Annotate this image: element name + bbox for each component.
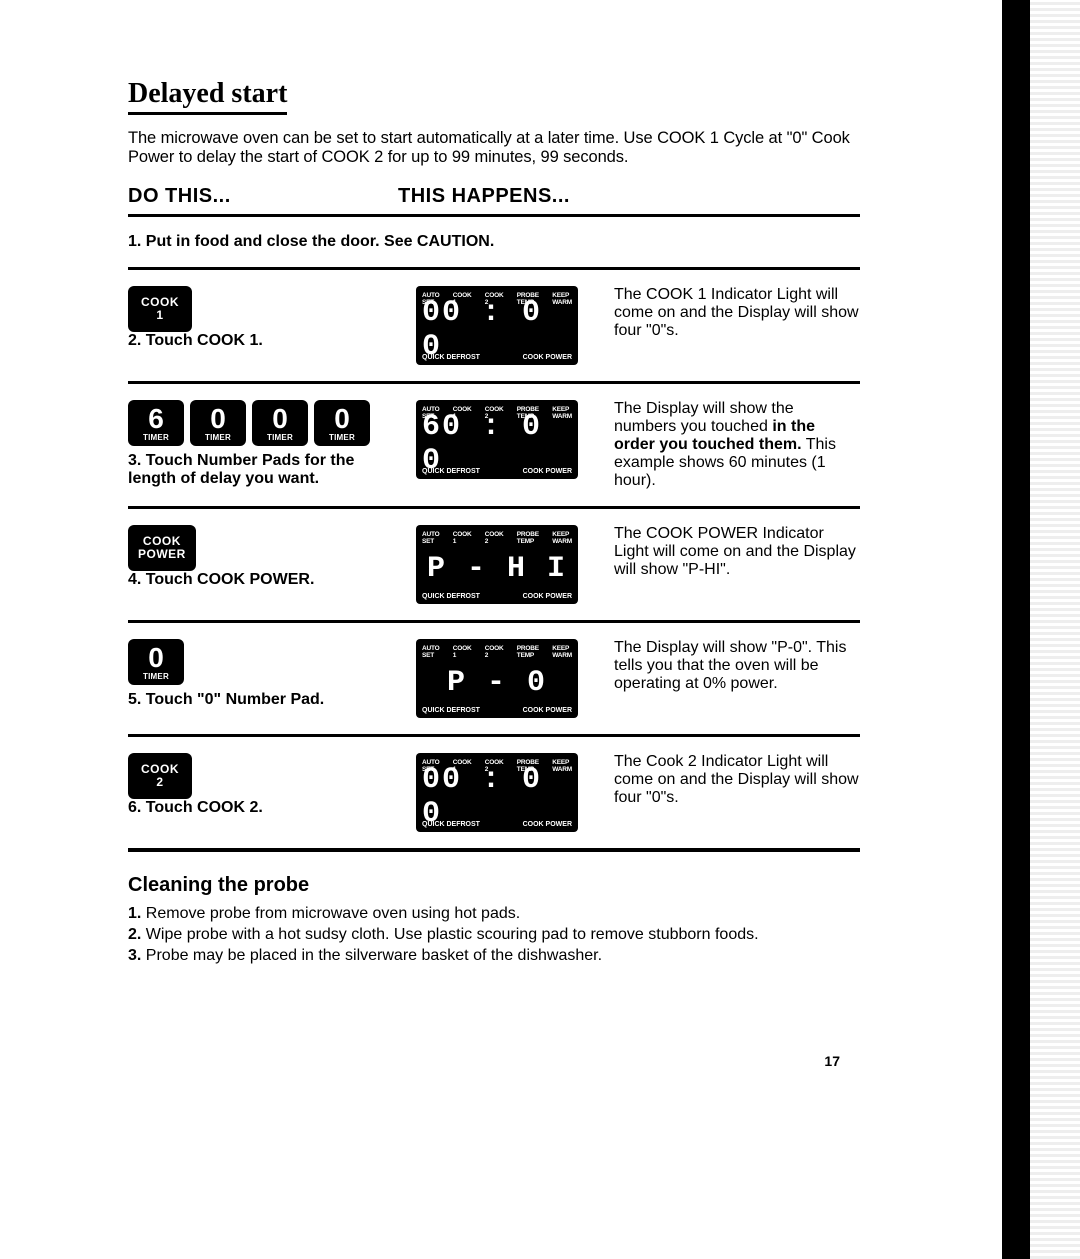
step-explanation: The Cook 2 Indicator Light will come on …	[614, 753, 860, 807]
document-page: Delayed start The microwave oven can be …	[0, 0, 1080, 1008]
cleaning-item: 3. Probe may be placed in the silverware…	[128, 947, 860, 965]
number-pad: 6TIMER	[128, 400, 184, 446]
microwave-button: COOK1	[128, 286, 192, 332]
step-row: 0TIMER5. Touch "0" Number Pad. AUTOSETCO…	[128, 623, 860, 737]
step-explanation: The COOK POWER Indicator Light will come…	[614, 525, 860, 579]
number-pad: 0TIMER	[252, 400, 308, 446]
heading-cleaning: Cleaning the probe	[128, 874, 860, 897]
step-row: 1. Put in food and close the door. See C…	[128, 217, 860, 270]
scan-noise-strip	[1002, 0, 1080, 1259]
number-pad: 0TIMER	[128, 639, 184, 685]
display-panel: AUTOSETCOOK1COOK2PROBETEMPKEEPWARM 00 : …	[416, 286, 578, 365]
display-panel: AUTOSETCOOK1COOK2PROBETEMPKEEPWARM 00 : …	[416, 753, 578, 832]
display-panel: AUTOSETCOOK1COOK2PROBETEMPKEEPWARM 60 : …	[416, 400, 578, 479]
column-headers: DO THIS... THIS HAPPENS...	[128, 177, 860, 217]
lcd-readout: P - H I	[427, 552, 567, 586]
step-row: 6TIMER0TIMER0TIMER0TIMER3. Touch Number …	[128, 384, 860, 509]
number-pad-group: 0TIMER	[128, 639, 398, 685]
display-panel: AUTOSETCOOK1COOK2PROBETEMPKEEPWARM P - 0…	[416, 639, 578, 718]
step-row: COOKPOWER4. Touch COOK POWER. AUTOSETCOO…	[128, 509, 860, 623]
number-pad-group: 6TIMER0TIMER0TIMER0TIMER	[128, 400, 398, 446]
lcd-readout: P - 0	[447, 666, 547, 700]
intro-text: The microwave oven can be set to start a…	[128, 129, 860, 167]
number-pad: 0TIMER	[314, 400, 370, 446]
page-number: 17	[824, 1053, 840, 1069]
step-row: COOK12. Touch COOK 1. AUTOSETCOOK1COOK2P…	[128, 270, 860, 384]
step-row: COOK26. Touch COOK 2. AUTOSETCOOK1COOK2P…	[128, 737, 860, 852]
cleaning-list: 1. Remove probe from microwave oven usin…	[128, 905, 860, 965]
step-explanation: The Display will show "P-0". This tells …	[614, 639, 860, 693]
cleaning-item: 1. Remove probe from microwave oven usin…	[128, 905, 860, 923]
display-panel: AUTOSETCOOK1COOK2PROBETEMPKEEPWARM P - H…	[416, 525, 578, 604]
col-this-happens: THIS HAPPENS...	[398, 185, 860, 208]
step-explanation: The Display will show the numbers you to…	[614, 400, 860, 490]
step-explanation: The COOK 1 Indicator Light will come on …	[614, 286, 860, 340]
microwave-button: COOK2	[128, 753, 192, 799]
cleaning-item: 2. Wipe probe with a hot sudsy cloth. Us…	[128, 926, 860, 944]
number-pad: 0TIMER	[190, 400, 246, 446]
col-do-this: DO THIS...	[128, 185, 398, 208]
heading-delayed-start: Delayed start	[128, 78, 287, 115]
microwave-button: COOKPOWER	[128, 525, 196, 571]
